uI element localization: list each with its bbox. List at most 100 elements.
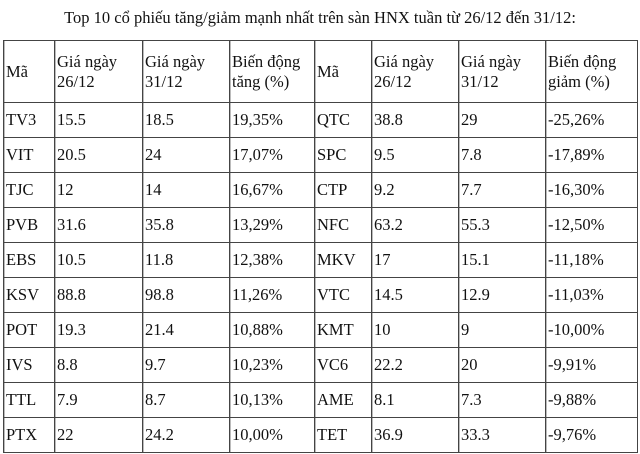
cell-price-3112-loser: 12.9 — [458, 277, 546, 313]
cell-ticker-gainer: TTL — [3, 382, 55, 418]
cell-change-down: -16,30% — [545, 172, 638, 208]
cell-price-2612-gainer: 19.3 — [54, 312, 143, 348]
cell-price-2612-loser: 63.2 — [371, 207, 459, 243]
cell-price-2612-loser: 17 — [371, 242, 459, 278]
table-row: VIT 20.5 24 17,07% SPC 9.5 7.8 -17,89% — [3, 137, 638, 173]
cell-ticker-gainer: KSV — [3, 277, 55, 313]
cell-change-up: 10,88% — [229, 312, 315, 348]
cell-change-up: 16,67% — [229, 172, 315, 208]
cell-price-2612-gainer: 20.5 — [54, 137, 143, 173]
cell-price-3112-loser: 7.3 — [458, 382, 546, 418]
table-row: TTL 7.9 8.7 10,13% AME 8.1 7.3 -9,88% — [3, 382, 638, 418]
cell-ticker-gainer: PTX — [3, 417, 55, 453]
cell-ticker-loser: AME — [314, 382, 372, 418]
table-row: KSV 88.8 98.8 11,26% VTC 14.5 12.9 -11,03% — [3, 277, 638, 313]
cell-change-down: -11,03% — [545, 277, 638, 313]
cell-ticker-loser: SPC — [314, 137, 372, 173]
column-header-change-down: Biến động giảm (%) — [545, 40, 638, 103]
table-row: PTX 22 24.2 10,00% TET 36.9 33.3 -9,76% — [3, 417, 638, 453]
table-row: IVS 8.8 9.7 10,23% VC6 22.2 20 -9,91% — [3, 347, 638, 383]
table-row: PVB 31.6 35.8 13,29% NFC 63.2 55.3 -12,50% — [3, 207, 638, 243]
cell-ticker-loser: KMT — [314, 312, 372, 348]
cell-price-2612-gainer: 31.6 — [54, 207, 143, 243]
column-header-ticker-gainer: Mã — [3, 40, 55, 103]
cell-change-up: 13,29% — [229, 207, 315, 243]
cell-ticker-gainer: PVB — [3, 207, 55, 243]
cell-price-3112-gainer: 35.8 — [142, 207, 230, 243]
cell-change-up: 11,26% — [229, 277, 315, 313]
column-header-price-3112-loser: Giá ngày 31/12 — [458, 40, 546, 103]
cell-ticker-loser: MKV — [314, 242, 372, 278]
cell-price-3112-gainer: 18.5 — [142, 102, 230, 138]
header-row: Mã Giá ngày 26/12 Giá ngày 31/12 Biến động … — [3, 40, 638, 103]
stock-table: Mã Giá ngày 26/12 Giá ngày 31/12 Biến động … — [3, 40, 638, 453]
cell-price-3112-loser: 29 — [458, 102, 546, 138]
cell-price-2612-loser: 10 — [371, 312, 459, 348]
cell-change-up: 12,38% — [229, 242, 315, 278]
cell-ticker-gainer: POT — [3, 312, 55, 348]
cell-ticker-gainer: TJC — [3, 172, 55, 208]
cell-price-2612-loser: 9.5 — [371, 137, 459, 173]
cell-price-2612-loser: 38.8 — [371, 102, 459, 138]
table-row: TJC 12 14 16,67% CTP 9.2 7.7 -16,30% — [3, 172, 638, 208]
cell-price-2612-loser: 36.9 — [371, 417, 459, 453]
cell-ticker-loser: TET — [314, 417, 372, 453]
cell-change-up: 17,07% — [229, 137, 315, 173]
cell-ticker-gainer: TV3 — [3, 102, 55, 138]
cell-change-up: 10,23% — [229, 347, 315, 383]
table-row: TV3 15.5 18.5 19,35% QTC 38.8 29 -25,26% — [3, 102, 638, 138]
cell-change-down: -11,18% — [545, 242, 638, 278]
cell-price-3112-gainer: 9.7 — [142, 347, 230, 383]
cell-price-3112-gainer: 24 — [142, 137, 230, 173]
cell-price-2612-loser: 9.2 — [371, 172, 459, 208]
cell-change-down: -10,00% — [545, 312, 638, 348]
cell-price-3112-gainer: 14 — [142, 172, 230, 208]
cell-ticker-loser: VTC — [314, 277, 372, 313]
cell-ticker-loser: CTP — [314, 172, 372, 208]
table-row: EBS 10.5 11.8 12,38% MKV 17 15.1 -11,18% — [3, 242, 638, 278]
cell-price-2612-loser: 8.1 — [371, 382, 459, 418]
cell-change-up: 10,00% — [229, 417, 315, 453]
cell-price-2612-loser: 22.2 — [371, 347, 459, 383]
cell-price-3112-loser: 20 — [458, 347, 546, 383]
cell-price-2612-gainer: 7.9 — [54, 382, 143, 418]
cell-price-3112-loser: 7.8 — [458, 137, 546, 173]
cell-price-3112-gainer: 98.8 — [142, 277, 230, 313]
column-header-price-2612-gainer: Giá ngày 26/12 — [54, 40, 143, 103]
cell-change-down: -9,88% — [545, 382, 638, 418]
cell-price-2612-gainer: 88.8 — [54, 277, 143, 313]
cell-price-3112-loser: 15.1 — [458, 242, 546, 278]
cell-ticker-loser: QTC — [314, 102, 372, 138]
cell-ticker-gainer: VIT — [3, 137, 55, 173]
cell-change-down: -12,50% — [545, 207, 638, 243]
column-header-price-3112-gainer: Giá ngày 31/12 — [142, 40, 230, 103]
cell-price-2612-gainer: 22 — [54, 417, 143, 453]
cell-change-down: -25,26% — [545, 102, 638, 138]
cell-change-up: 19,35% — [229, 102, 315, 138]
cell-ticker-gainer: IVS — [3, 347, 55, 383]
column-header-ticker-loser: Mã — [314, 40, 372, 103]
cell-price-3112-loser: 7.7 — [458, 172, 546, 208]
cell-price-3112-gainer: 8.7 — [142, 382, 230, 418]
cell-price-3112-gainer: 21.4 — [142, 312, 230, 348]
cell-ticker-gainer: EBS — [3, 242, 55, 278]
column-header-price-2612-loser: Giá ngày 26/12 — [371, 40, 459, 103]
cell-ticker-loser: NFC — [314, 207, 372, 243]
cell-price-3112-gainer: 24.2 — [142, 417, 230, 453]
cell-change-up: 10,13% — [229, 382, 315, 418]
cell-change-down: -9,91% — [545, 347, 638, 383]
cell-price-2612-gainer: 12 — [54, 172, 143, 208]
table-row: POT 19.3 21.4 10,88% KMT 10 9 -10,00% — [3, 312, 638, 348]
table-title: Top 10 cổ phiếu tăng/giảm mạnh nhất trên… — [64, 8, 576, 27]
cell-ticker-loser: VC6 — [314, 347, 372, 383]
cell-price-3112-loser: 55.3 — [458, 207, 546, 243]
cell-price-3112-gainer: 11.8 — [142, 242, 230, 278]
cell-price-2612-loser: 14.5 — [371, 277, 459, 313]
cell-price-2612-gainer: 10.5 — [54, 242, 143, 278]
cell-price-3112-loser: 33.3 — [458, 417, 546, 453]
cell-price-2612-gainer: 15.5 — [54, 102, 143, 138]
column-header-change-up: Biến động tăng (%) — [229, 40, 315, 103]
cell-change-down: -17,89% — [545, 137, 638, 173]
cell-change-down: -9,76% — [545, 417, 638, 453]
cell-price-2612-gainer: 8.8 — [54, 347, 143, 383]
